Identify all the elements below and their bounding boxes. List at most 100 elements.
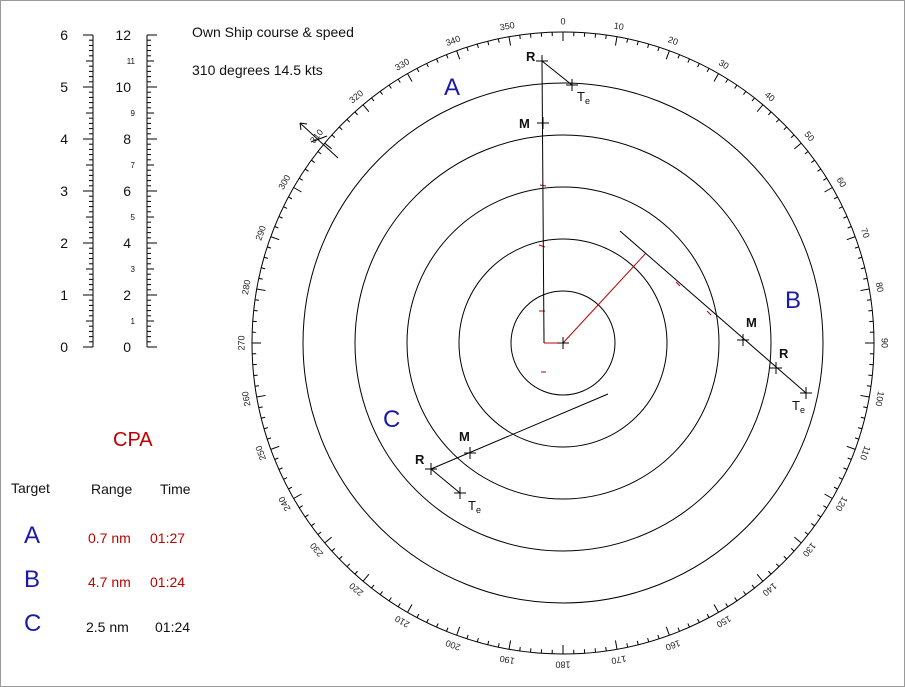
- bearing-tick: [843, 216, 848, 219]
- scale-right-minor-label: 11: [127, 57, 136, 66]
- bearing-tick: [298, 505, 303, 509]
- bearing-label: 270: [236, 335, 246, 350]
- bearing-label: 230: [308, 541, 325, 559]
- bearing-label: 100: [874, 391, 886, 408]
- bearing-label: 140: [761, 581, 779, 598]
- bearing-tick: [324, 536, 332, 544]
- bearing-tick: [476, 43, 479, 49]
- bearing-tick: [508, 36, 512, 46]
- range-ring: [510, 290, 616, 396]
- bearing-tick: [304, 168, 309, 172]
- bearing-tick: [811, 523, 815, 527]
- bearing-tick: [734, 84, 738, 89]
- bearing-tick: [466, 634, 469, 639]
- bearing-tick: [817, 168, 822, 172]
- bearing-label: 120: [833, 495, 849, 513]
- scale-right-minor-label: 5: [131, 213, 136, 222]
- bearing-tick: [407, 73, 413, 82]
- bearing-tick: [657, 47, 660, 52]
- cpa-row-target: A: [24, 522, 40, 549]
- bearing-tick: [436, 623, 439, 628]
- bearing-tick: [636, 41, 639, 46]
- bearing-tick: [258, 406, 263, 409]
- bearing-tick: [278, 467, 283, 470]
- bearing-tick: [794, 536, 802, 544]
- bearing-tick: [261, 267, 266, 270]
- bearing-tick: [267, 437, 272, 440]
- target-c-m-mark: M: [459, 429, 470, 444]
- bearing-tick: [626, 38, 629, 43]
- bearing-label: 110: [858, 445, 872, 462]
- bearing-label: 10: [613, 20, 625, 32]
- cpa-header-range: Range: [91, 481, 132, 497]
- bearing-tick: [846, 236, 856, 241]
- bearing-label: 180: [555, 660, 570, 670]
- bearing-label: 340: [444, 34, 462, 49]
- bearing-tick: [665, 626, 670, 636]
- bearing-tick: [397, 603, 401, 608]
- bearing-tick: [338, 126, 343, 131]
- cpa-row-time: 01:24: [155, 619, 190, 635]
- own-ship-heading-label: Own Ship course & speed: [192, 24, 354, 40]
- target-c-track: [425, 393, 609, 499]
- cpa-header-time: Time: [160, 481, 191, 497]
- bearing-label: 310: [308, 127, 325, 145]
- bearing-tick: [466, 47, 469, 52]
- scale-right-label: 12: [115, 27, 131, 43]
- bearing-tick: [647, 637, 650, 643]
- bearing-label: 170: [611, 654, 628, 666]
- scale-left-label: 3: [60, 183, 68, 199]
- bearing-label: 20: [667, 34, 680, 47]
- bearing-label: 200: [444, 638, 462, 653]
- bearing-tick: [713, 73, 719, 82]
- bearing-tick: [743, 91, 747, 95]
- bearing-tick: [817, 514, 822, 518]
- bearing-tick: [790, 548, 795, 552]
- target-b-r-mark: R: [779, 346, 789, 361]
- range-ring: [458, 238, 668, 448]
- bearing-label: 320: [347, 88, 365, 105]
- bearing-tick: [863, 406, 868, 409]
- scale-right-label: 10: [115, 79, 131, 95]
- bearing-tick: [293, 493, 302, 499]
- bearing-tick: [346, 563, 351, 568]
- bearing-tick: [647, 43, 650, 49]
- bearing-tick: [379, 91, 383, 95]
- bearing-tick: [362, 574, 370, 582]
- bearing-tick: [860, 267, 865, 270]
- bearing-tick: [823, 505, 828, 509]
- bearing-tick: [854, 437, 859, 440]
- target-c-label: C: [383, 406, 400, 433]
- bearing-tick: [657, 634, 660, 639]
- bearing-ring: 0 10 20 30 40 50 60 70 80 90 100 110 120 130 140 150 160…: [236, 16, 889, 669]
- bearing-tick: [446, 54, 449, 59]
- bearing-tick: [863, 277, 868, 280]
- bearing-label: 300: [276, 173, 292, 191]
- bearing-tick: [847, 457, 852, 460]
- bearing-tick: [866, 299, 872, 301]
- bearing-tick: [311, 523, 315, 527]
- bearing-tick: [371, 584, 375, 589]
- bearing-tick: [811, 159, 815, 163]
- bearing-tick: [278, 216, 283, 219]
- bearing-tick: [775, 563, 780, 568]
- bearing-tick: [371, 97, 375, 102]
- bearing-tick: [258, 277, 263, 280]
- cpa-row-time: 01:24: [150, 574, 185, 590]
- bearing-tick: [614, 640, 618, 650]
- bearing-tick: [426, 63, 429, 68]
- scale-right-minor-label: 7: [131, 161, 136, 170]
- cpa-construction-lines: [538, 184, 712, 373]
- bearing-tick: [293, 187, 302, 193]
- bearing-label: 80: [874, 281, 886, 293]
- bearing-tick: [331, 134, 336, 138]
- scale-left-label: 4: [60, 131, 68, 147]
- bearing-tick: [379, 591, 383, 595]
- bearing-label: 130: [801, 541, 818, 559]
- range-ring: [406, 186, 720, 500]
- bearing-tick: [298, 177, 303, 181]
- bearing-tick: [824, 493, 833, 499]
- bearing-tick: [416, 613, 420, 618]
